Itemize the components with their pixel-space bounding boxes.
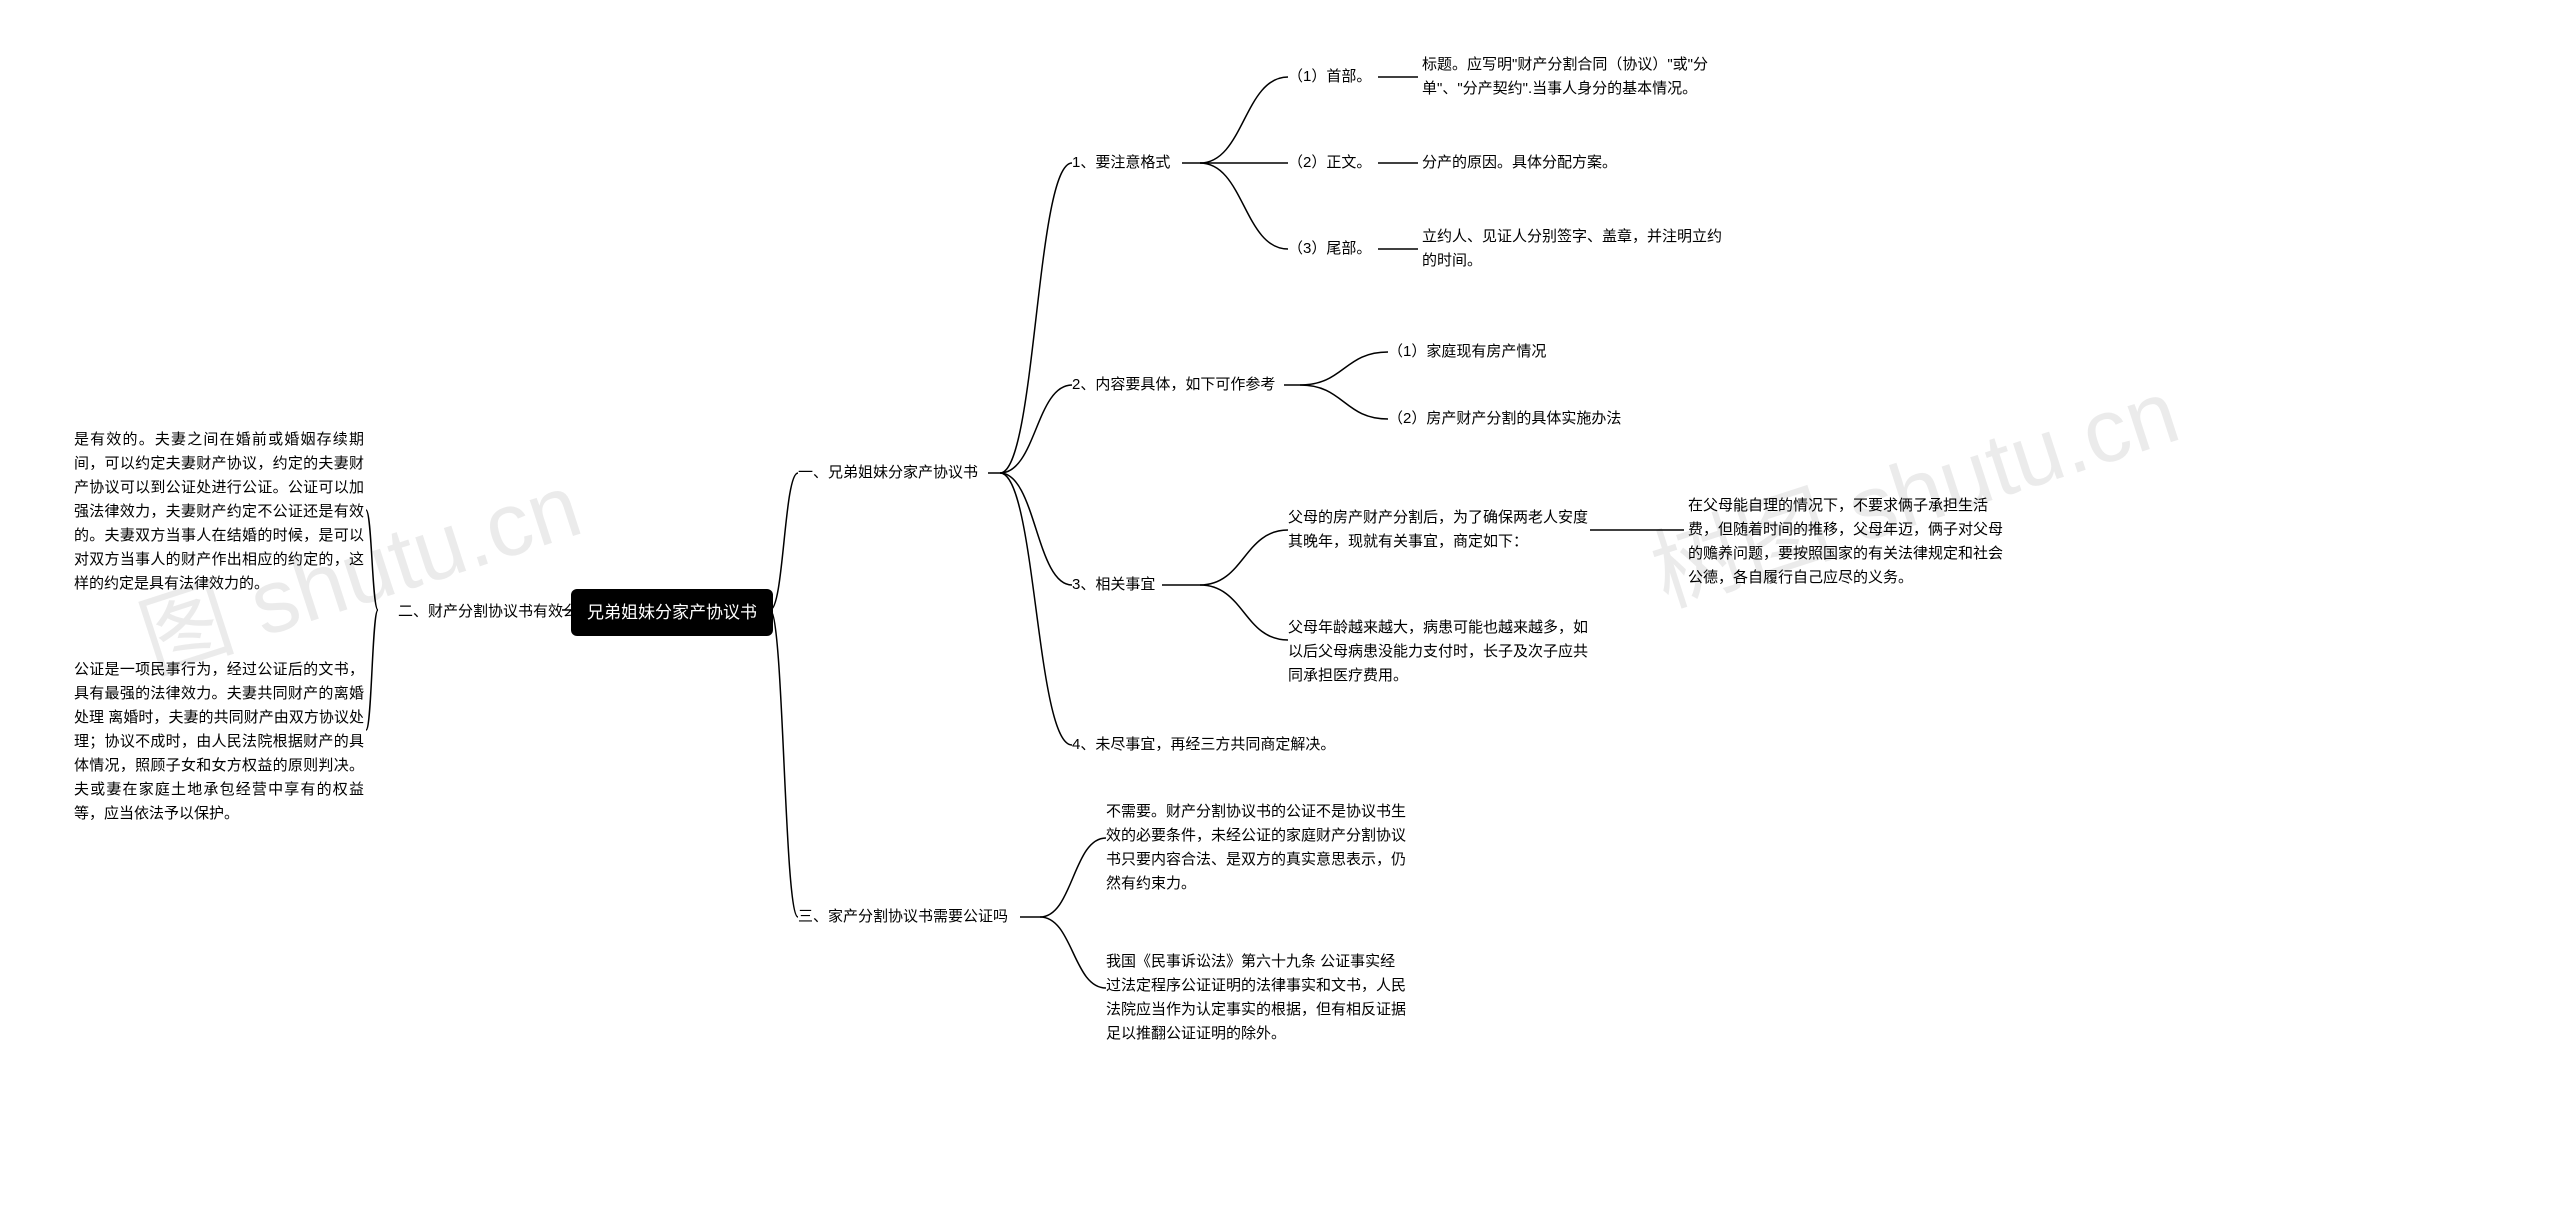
b1-2-1: （1）家庭现有房产情况: [1388, 340, 1588, 364]
b1-3-1: 父母的房产财产分割后，为了确保两老人安度其晚年，现就有关事宜，商定如下：: [1288, 506, 1588, 554]
b1-3-1-desc: 在父母能自理的情况下，不要求俩子承担生活费，但随着时间的推移，父母年迈，俩子对父…: [1688, 494, 2008, 590]
b1-1-2: （2）正文。: [1288, 151, 1388, 175]
b1-1-3-desc: 立约人、见证人分别签字、盖章，并注明立约的时间。: [1422, 225, 1722, 273]
branch-3-label: 三、家产分割协议书需要公证吗: [798, 905, 1028, 929]
root-node: 兄弟姐妹分家产协议书: [571, 589, 773, 636]
b1-1: 1、要注意格式: [1072, 151, 1192, 175]
b1-1-1-desc: 标题。应写明"财产分割合同（协议）"或"分单"、"分产契约".当事人身分的基本情…: [1422, 53, 1722, 101]
branch-2-para-1: 是有效的。夫妻之间在婚前或婚姻存续期间，可以约定夫妻财产协议，约定的夫妻财产协议…: [74, 428, 364, 596]
b1-1-3: （3）尾部。: [1288, 237, 1388, 261]
branch-2-label: 二、财产分割协议书有效么: [378, 600, 578, 624]
b3-p2: 我国《民事诉讼法》第六十九条 公证事实经过法定程序公证证明的法律事实和文书，人民…: [1106, 950, 1406, 1046]
b1-3-2: 父母年龄越来越大，病患可能也越来越多，如以后父母病患没能力支付时，长子及次子应共…: [1288, 616, 1588, 688]
branch-1-label: 一、兄弟姐妹分家产协议书: [798, 461, 998, 485]
b1-2-2: （2）房产财产分割的具体实施办法: [1388, 407, 1638, 431]
b1-2: 2、内容要具体，如下可作参考: [1072, 373, 1292, 397]
mindmap-canvas: 图 shutu.cn 树图 shutu.cn: [0, 0, 2560, 1219]
b1-4: 4、未尽事宜，再经三方共同商定解决。: [1072, 733, 1372, 757]
b1-1-1: （1）首部。: [1288, 65, 1388, 89]
b1-3: 3、相关事宜: [1072, 573, 1192, 597]
branch-2-para-2: 公证是一项民事行为，经过公证后的文书，具有最强的法律效力。夫妻共同财产的离婚处理…: [74, 658, 364, 826]
b1-1-2-desc: 分产的原因。具体分配方案。: [1422, 151, 1722, 175]
b3-p1: 不需要。财产分割协议书的公证不是协议书生效的必要条件，未经公证的家庭财产分割协议…: [1106, 800, 1406, 896]
